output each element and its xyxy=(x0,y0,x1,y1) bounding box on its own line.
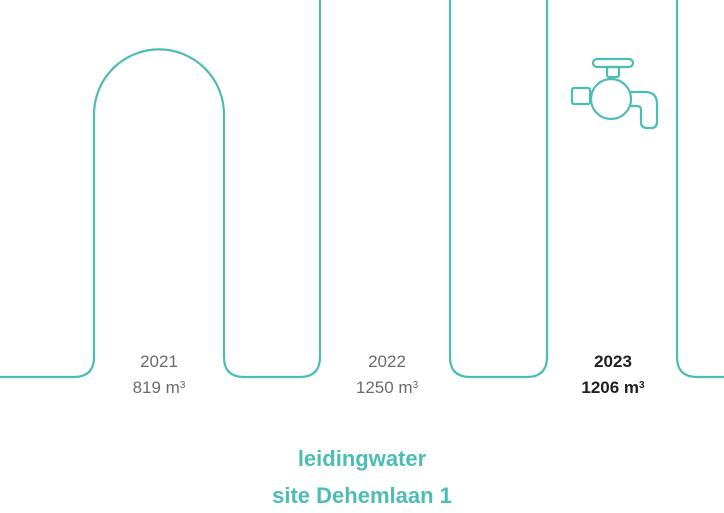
value-label: 1206 m3 xyxy=(581,378,645,397)
chart-caption-line-2: site Dehemlaan 1 xyxy=(272,483,452,508)
bar-label-2021: 2021 819 m3 xyxy=(99,349,219,401)
water-tap-icon xyxy=(570,57,659,130)
chart-caption-line-1: leidingwater xyxy=(297,446,427,471)
bar-label-2022: 2022 1250 m3 xyxy=(327,349,447,401)
value-label: 819 m3 xyxy=(132,378,186,397)
value-label: 1250 m3 xyxy=(355,378,419,397)
year-label: 2023 xyxy=(594,352,632,371)
bar-label-2023: 2023 1206 m3 xyxy=(553,349,673,401)
year-label: 2022 xyxy=(368,352,406,371)
year-label: 2021 xyxy=(140,352,178,371)
wave-line xyxy=(0,0,724,379)
